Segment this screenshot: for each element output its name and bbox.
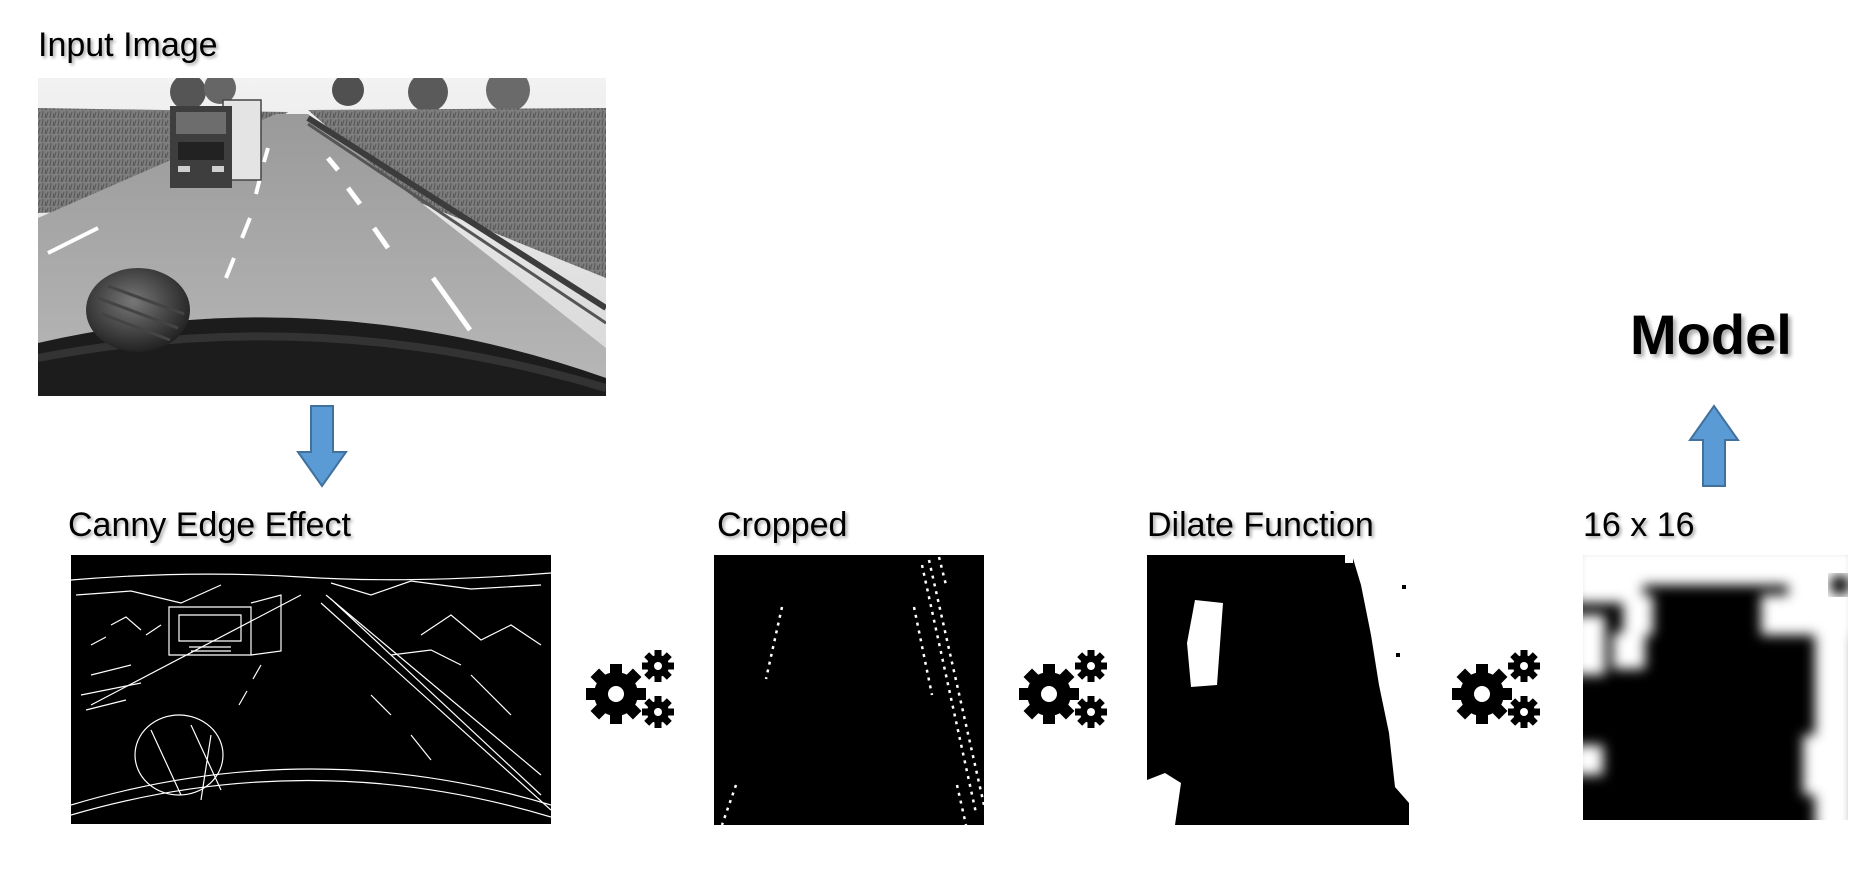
canny-edge-image bbox=[71, 555, 551, 824]
input-image bbox=[38, 78, 606, 396]
gears-icon bbox=[586, 646, 682, 730]
cropped-label: Cropped bbox=[717, 506, 848, 544]
grid-16x16-image bbox=[1583, 555, 1848, 820]
canny-label: Canny Edge Effect bbox=[68, 506, 351, 544]
dilate-image bbox=[1147, 555, 1417, 825]
cropped-image bbox=[714, 555, 984, 825]
grid-label: 16 x 16 bbox=[1583, 506, 1695, 544]
model-label: Model bbox=[1630, 303, 1792, 366]
input-image-label: Input Image bbox=[38, 26, 218, 64]
arrow-up-icon bbox=[1688, 404, 1740, 488]
gears-icon bbox=[1019, 646, 1115, 730]
arrow-down-icon bbox=[296, 404, 348, 488]
gears-icon bbox=[1452, 646, 1548, 730]
dilate-label: Dilate Function bbox=[1147, 506, 1374, 544]
